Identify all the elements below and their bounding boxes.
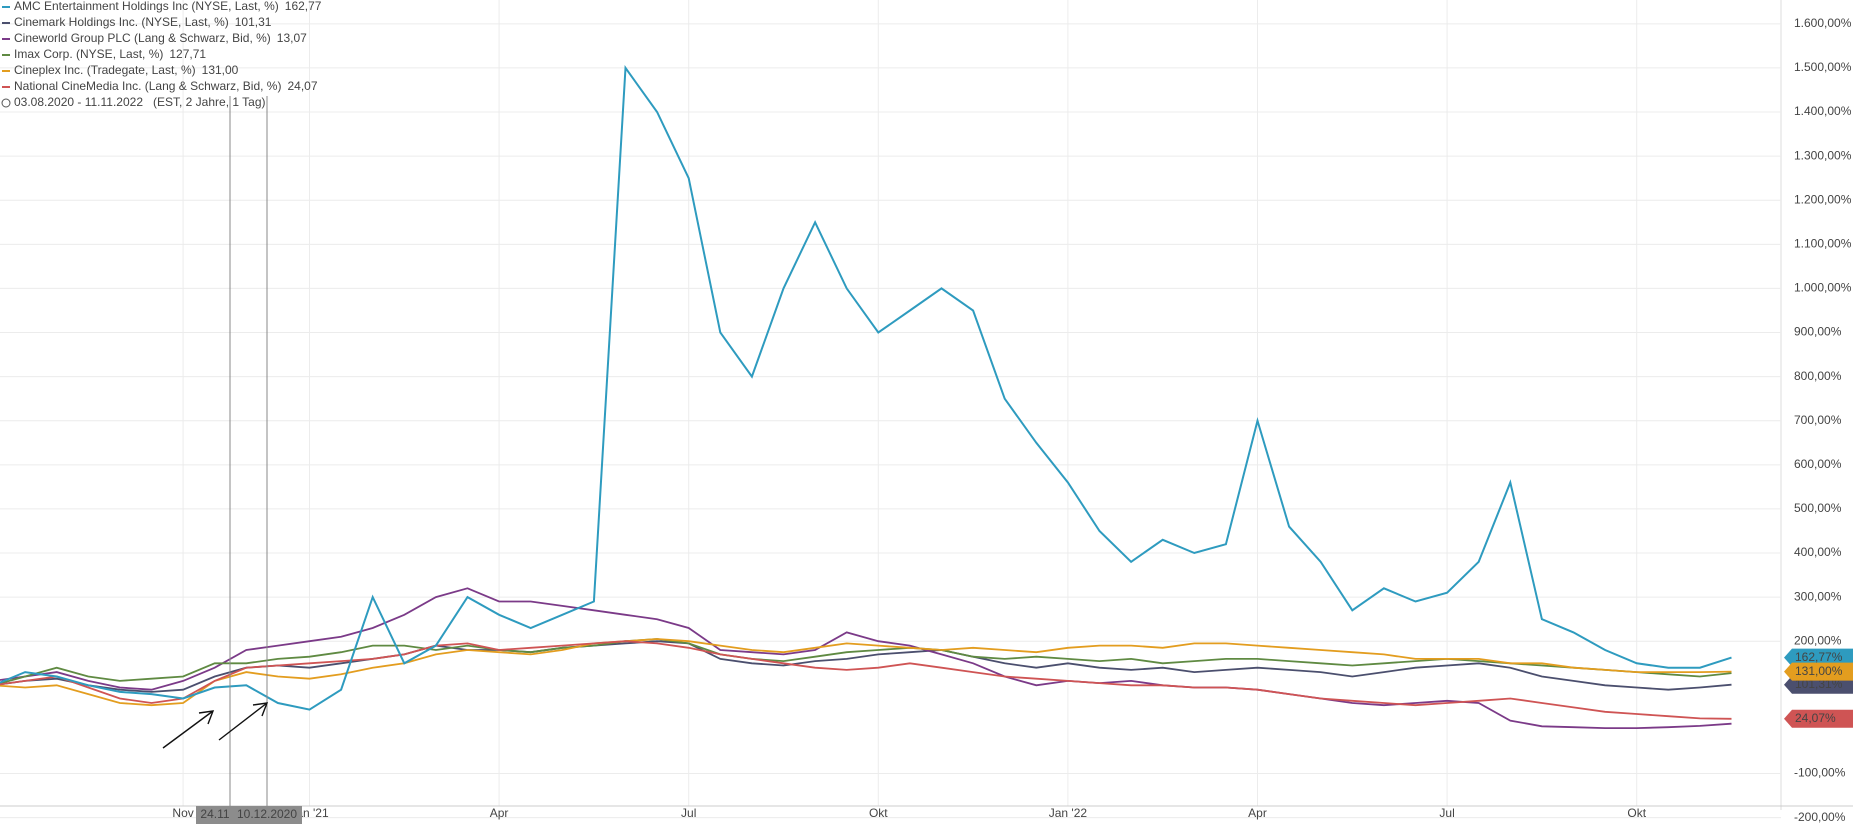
value-tag [1784,709,1853,728]
value-tag [1784,662,1853,681]
y-tick-label: 1.400,00% [1794,104,1852,118]
y-tick-label: 200,00% [1794,633,1842,647]
y-tick-label: 700,00% [1794,413,1842,427]
legend-label: Cinemark Holdings Inc. (NYSE, Last, %) [14,15,229,29]
value-tag-label: 162,77% [1795,650,1843,664]
y-tick-label: -200,00% [1794,810,1846,824]
y-tick-label: 300,00% [1794,589,1842,603]
y-tick-label: 1.200,00% [1794,192,1852,206]
y-tick-label: -100,00% [1794,766,1846,780]
crosshair-label: 10.12.2020 [237,807,297,821]
crosshair-label: 24.11 [200,807,229,821]
value-tag [1784,648,1853,667]
y-tick-label: 600,00% [1794,457,1842,471]
date-range-detail: (EST, 2 Jahre, 1 Tag) [153,95,266,109]
x-tick-label: Jan '22 [1049,806,1088,820]
series-line [0,587,1732,729]
y-tick-label: 1.600,00% [1794,16,1852,30]
legend-value: 162,77 [285,0,322,13]
legend-value: 101,31 [235,15,272,29]
date-range: 03.08.2020 - 11.11.2022 [14,95,143,109]
series-line [0,638,1732,707]
value-tag-label: 24,07% [1795,711,1836,725]
legend-label: Cineworld Group PLC (Lang & Schwarz, Bid… [14,31,271,45]
y-tick-label: 1.300,00% [1794,148,1852,162]
annotation-arrow [162,710,214,749]
legend-label: National CineMedia Inc. (Lang & Schwarz,… [14,79,281,93]
y-tick-label: 1.100,00% [1794,236,1852,250]
legend-value: 127,71 [169,47,206,61]
y-tick-label: 400,00% [1794,545,1842,559]
legend-label: AMC Entertainment Holdings Inc (NYSE, La… [14,0,279,13]
y-tick-label: 1.500,00% [1794,60,1852,74]
plot [0,65,1732,729]
x-tick-label: Okt [869,806,888,820]
y-tick-label: 1.000,00% [1794,281,1852,295]
x-tick-label: Jul [1439,806,1454,820]
y-tick-label: 500,00% [1794,501,1842,515]
clock-icon [1,98,11,108]
legend-label: Imax Corp. (NYSE, Last, %) [14,47,163,61]
x-tick-label: Okt [1627,806,1646,820]
x-tick-label: Jul [681,806,696,820]
legend-value: 131,00 [202,63,239,77]
value-tag-label: 131,00% [1795,664,1843,678]
annotation-arrow [218,702,268,741]
legend-value: 24,07 [287,79,317,93]
x-tick-label: Apr [1248,806,1267,820]
legend-label: Cineplex Inc. (Tradegate, Last, %) [14,63,196,77]
x-tick-label: Apr [490,806,509,820]
annotation-arrowhead [198,710,215,725]
y-tick-label: 900,00% [1794,325,1842,339]
x-tick-label: Nov [172,806,193,820]
series-line [0,640,1732,720]
crosshair-label-box [196,806,302,824]
series-line [0,65,1732,711]
annotation-arrowhead [252,702,269,717]
y-tick-label: 800,00% [1794,369,1842,383]
legend-value: 13,07 [277,31,307,45]
